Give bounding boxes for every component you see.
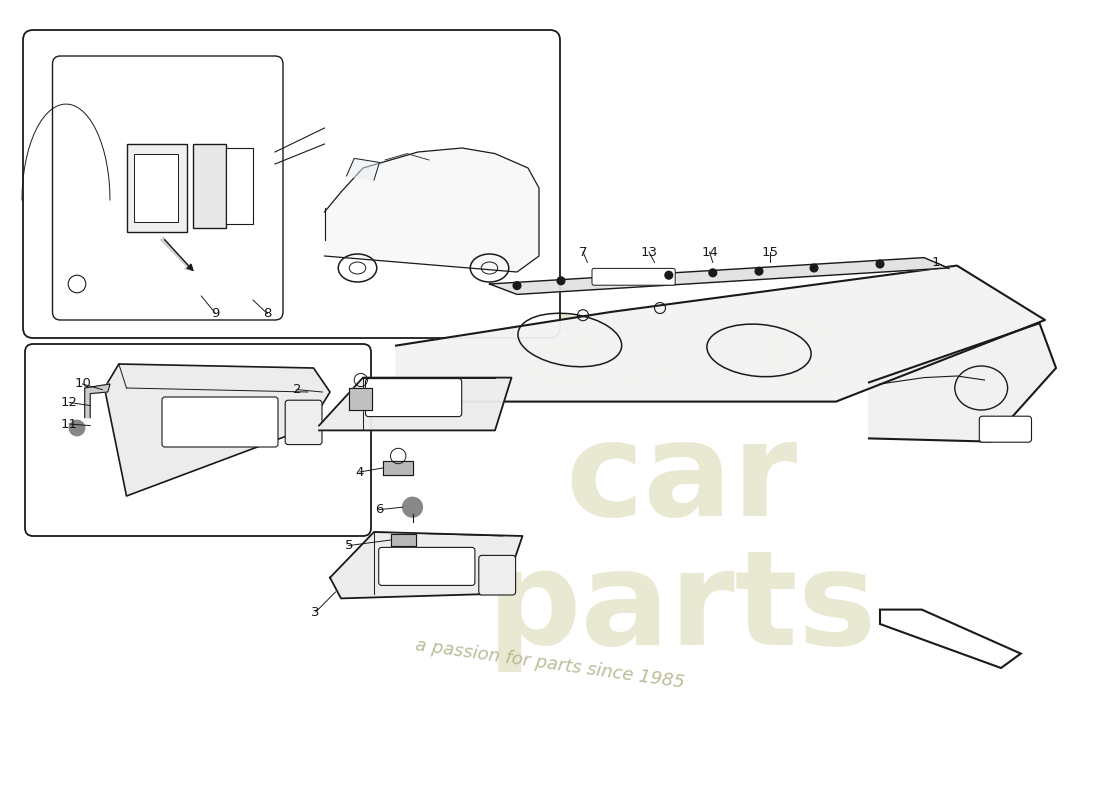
Text: 2: 2 [293,383,301,396]
Text: 5: 5 [344,539,353,552]
Circle shape [664,271,673,279]
Text: car: car [565,417,799,543]
Polygon shape [396,266,1045,402]
FancyBboxPatch shape [979,416,1032,442]
Text: 9: 9 [211,307,220,320]
Polygon shape [85,384,110,418]
Text: 4: 4 [355,466,364,478]
FancyBboxPatch shape [592,268,675,285]
Polygon shape [490,258,948,294]
Polygon shape [383,461,412,475]
Text: 1: 1 [932,256,940,269]
Text: 10: 10 [74,378,91,390]
FancyBboxPatch shape [478,555,516,595]
Circle shape [810,264,818,272]
Circle shape [69,420,85,436]
Polygon shape [324,148,539,272]
FancyBboxPatch shape [23,30,560,338]
Polygon shape [319,378,512,430]
Text: a passion for parts since 1985: a passion for parts since 1985 [414,636,686,692]
Bar [134,154,178,222]
Polygon shape [349,388,372,410]
Text: 8: 8 [263,307,272,320]
Circle shape [403,498,422,517]
Text: 15: 15 [761,246,779,258]
Text: parts: parts [487,545,877,671]
Circle shape [877,260,884,268]
Bar [192,144,226,228]
Circle shape [755,267,763,275]
Polygon shape [330,532,522,598]
Text: 13: 13 [640,246,658,258]
FancyBboxPatch shape [162,397,278,447]
Text: 12: 12 [60,396,78,409]
Polygon shape [104,364,330,496]
Text: 3: 3 [311,606,320,618]
Circle shape [513,282,521,290]
Text: 11: 11 [60,418,78,430]
Polygon shape [880,610,1021,668]
FancyBboxPatch shape [53,56,283,320]
Polygon shape [869,323,1056,442]
Text: 6: 6 [375,503,384,516]
Polygon shape [346,158,380,180]
Polygon shape [390,534,416,546]
FancyBboxPatch shape [25,344,371,536]
Text: euro: euro [513,289,851,415]
FancyBboxPatch shape [285,400,322,445]
Text: 7: 7 [579,246,587,258]
Text: 14: 14 [701,246,718,258]
Bar [126,144,187,232]
Bar [226,148,253,224]
FancyBboxPatch shape [365,378,462,417]
Circle shape [710,269,717,277]
FancyBboxPatch shape [378,547,475,586]
Circle shape [557,277,565,285]
